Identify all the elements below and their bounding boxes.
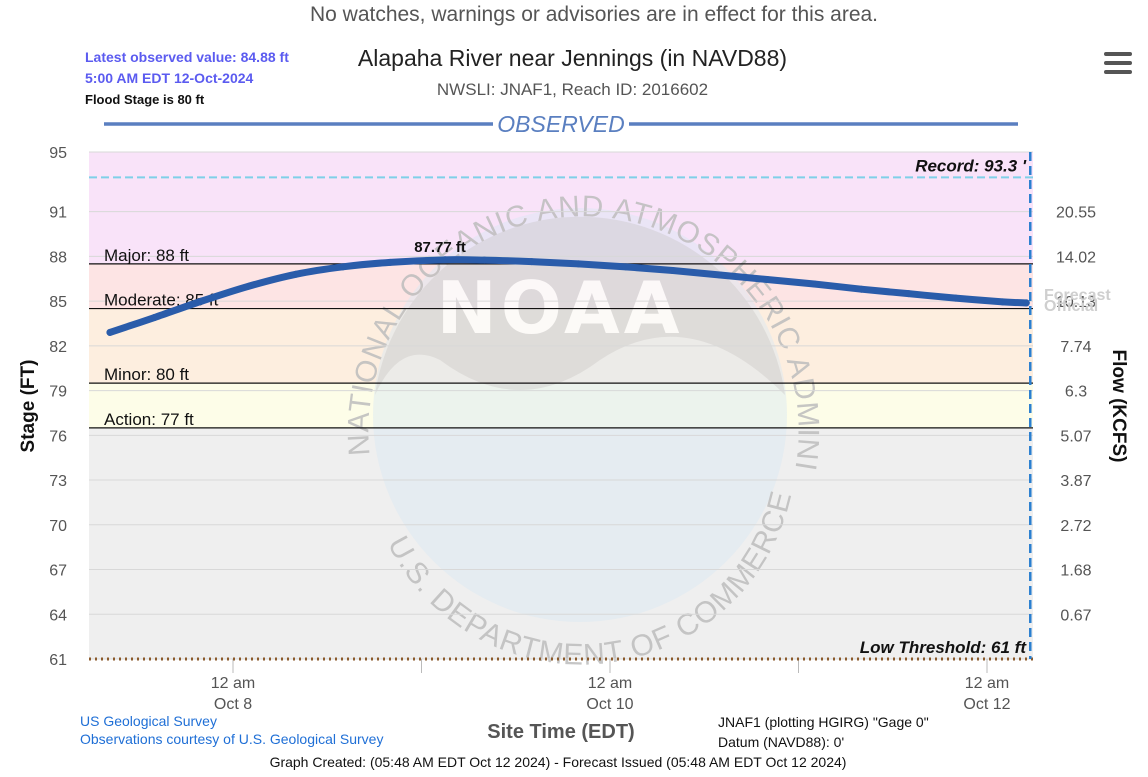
y2-tick-label: 1.68 <box>1060 563 1091 580</box>
y2-axis-title: Flow (KCFS) <box>1108 350 1129 463</box>
observed-point <box>999 298 1007 306</box>
observed-point <box>575 260 583 268</box>
footer-gage-info: JNAF1 (plotting HGIRG) "Gage 0" Datum (N… <box>718 712 929 752</box>
observed-point <box>857 285 865 293</box>
x-tick-date: Oct 12 <box>963 696 1010 713</box>
y-tick-label: 70 <box>49 518 67 535</box>
alert-banner: No watches, warnings or advisories are i… <box>309 3 879 26</box>
stage-band <box>89 152 1033 264</box>
y2-tick-label: 6.3 <box>1065 384 1087 401</box>
y-axis-title: Stage (FT) <box>18 360 39 453</box>
observed-point <box>292 270 300 278</box>
observed-point <box>527 258 535 266</box>
y-tick-label: 91 <box>49 205 67 222</box>
y-tick-label: 95 <box>49 145 67 162</box>
y-tick-label: 82 <box>49 339 67 356</box>
y-tick-label: 61 <box>49 652 67 669</box>
observed-point <box>480 256 488 264</box>
y2-tick-label: 0.67 <box>1060 607 1091 624</box>
x-tick-date: Oct 8 <box>214 696 252 713</box>
gage-info: JNAF1 (plotting HGIRG) "Gage 0" <box>718 714 929 730</box>
y-tick-label: 79 <box>49 384 67 401</box>
y2-tick-label: 3.87 <box>1060 473 1091 490</box>
y2-tick-label: 20.55 <box>1056 205 1096 222</box>
chart-subtitle: NWSLI: JNAF1, Reach ID: 2016602 <box>436 80 709 99</box>
observed-point <box>339 263 347 271</box>
latest-observed-time: 5:00 AM EDT 12-Oct-2024 <box>85 70 254 86</box>
observed-point <box>904 290 912 298</box>
threshold-label-major: Major: 88 ft <box>104 246 189 265</box>
record-label: Record: 93.3 ' <box>915 156 1027 175</box>
x-tick-time: 12 am <box>211 675 255 692</box>
y2-tick-label: 7.74 <box>1060 339 1091 356</box>
stage-band <box>89 427 1033 659</box>
observed-point <box>386 258 394 266</box>
y-tick-label: 76 <box>49 428 67 445</box>
latest-observed-value: Latest observed value: 84.88 ft <box>85 49 289 65</box>
latest-observed-info: Latest observed value: 84.88 ft 5:00 AM … <box>85 47 289 89</box>
observations-courtesy-link[interactable]: Observations courtesy of U.S. Geological… <box>80 731 384 747</box>
y-tick-label: 67 <box>49 563 67 580</box>
chart-title: Alapaha River near Jennings (in NAVD88) <box>357 45 788 71</box>
x-axis-title: Site Time (EDT) <box>487 721 634 743</box>
official-faint-label: Official <box>1044 298 1098 315</box>
observed-point <box>245 282 253 290</box>
observed-point <box>669 267 677 275</box>
y2-tick-label: 10.13 <box>1056 294 1096 311</box>
y-tick-label: 64 <box>49 607 67 624</box>
low-threshold-label: Low Threshold: 61 ft <box>860 638 1028 657</box>
observed-header-label: OBSERVED <box>497 111 624 137</box>
usgs-link[interactable]: US Geological Survey <box>80 713 217 729</box>
x-tick-time: 12 am <box>588 675 632 692</box>
peak-label: 87.77 ft <box>414 239 466 256</box>
observed-point <box>810 280 818 288</box>
threshold-label-action: Action: 77 ft <box>104 410 194 429</box>
footer-sources: US Geological Survey Observations courte… <box>80 712 383 748</box>
y-tick-label: 85 <box>49 294 67 311</box>
observed-point <box>1022 299 1030 307</box>
watermark-circle <box>373 208 787 622</box>
observed-point <box>441 256 449 264</box>
observed-point <box>952 294 960 302</box>
threshold-label-minor: Minor: 80 ft <box>104 365 189 384</box>
forecast-faint-label: Forecast <box>1044 287 1111 304</box>
observed-point <box>150 314 158 322</box>
x-tick-time: 12 am <box>965 675 1009 692</box>
observed-point <box>622 263 630 271</box>
y2-tick-label: 2.72 <box>1060 518 1091 535</box>
y-tick-label: 73 <box>49 473 67 490</box>
x-tick-date: Oct 10 <box>586 696 633 713</box>
observed-point <box>106 328 114 336</box>
observed-point <box>716 271 724 279</box>
graph-created-note: Graph Created: (05:48 AM EDT Oct 12 2024… <box>269 754 847 770</box>
flood-stage-note: Flood Stage is 80 ft <box>85 92 205 107</box>
observed-point <box>198 297 206 305</box>
y2-tick-label: 5.07 <box>1060 428 1091 445</box>
datum-info: Datum (NAVD88): 0' <box>718 734 845 750</box>
observed-point <box>763 275 771 283</box>
y-tick-label: 88 <box>49 249 67 266</box>
y2-tick-label: 14.02 <box>1056 249 1096 266</box>
hamburger-menu-icon[interactable] <box>1104 52 1132 78</box>
